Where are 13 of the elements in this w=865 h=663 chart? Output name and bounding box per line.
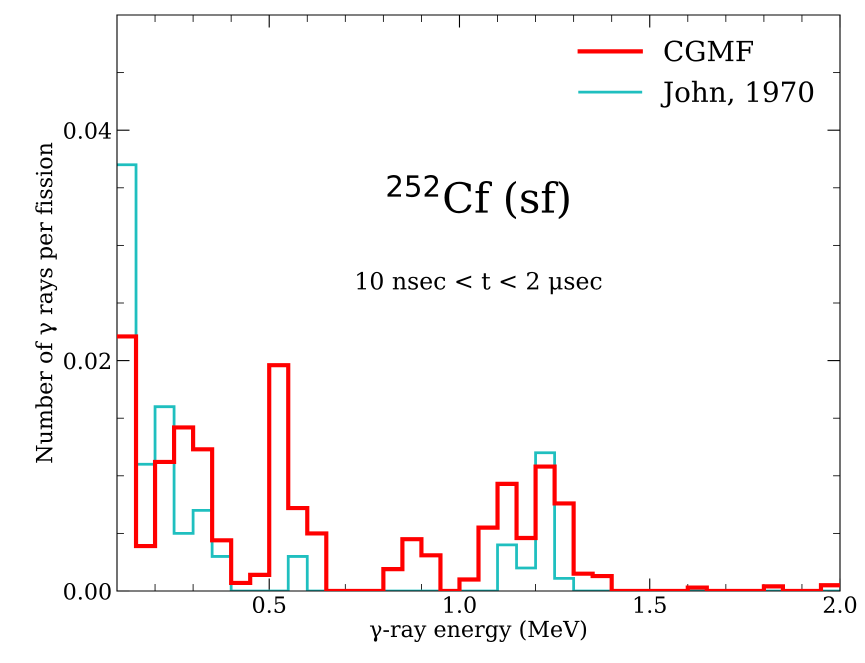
y-tick-label: 0.00 (64, 582, 111, 600)
x-tick-label: 1.0 (444, 596, 476, 614)
x-tick-label: 1.5 (634, 596, 666, 614)
y-axis-title: Number of γ rays per fission (35, 142, 58, 463)
legend-label: John, 1970 (660, 80, 814, 108)
legend-label: CGMF (664, 40, 753, 62)
x-tick-label: 2.0 (824, 596, 856, 614)
annotation: $^{252}$Cf (sf) (387, 175, 569, 220)
y-tick-label: 0.04 (64, 122, 112, 139)
y-tick-label: 0.02 (64, 352, 110, 370)
x-axis-title: γ-ray energy (MeV) (370, 620, 586, 642)
annotation: 10 nsec < t < 2 μsec (357, 272, 602, 294)
x-tick-label: 0.5 (253, 596, 286, 614)
